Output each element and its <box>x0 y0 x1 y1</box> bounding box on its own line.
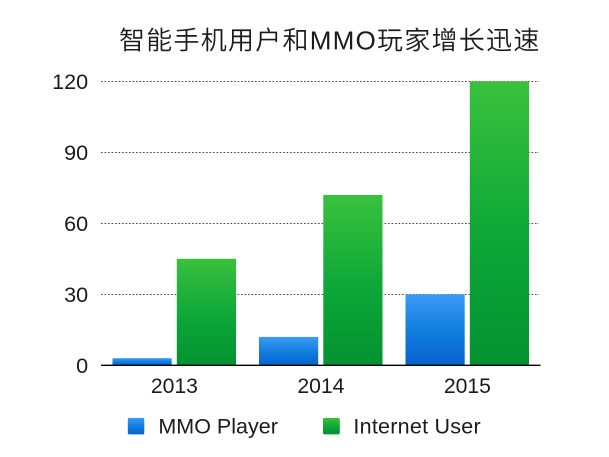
svg-text:60: 60 <box>64 211 88 236</box>
svg-text:0: 0 <box>76 353 88 378</box>
svg-text:30: 30 <box>64 282 88 307</box>
svg-text:2013: 2013 <box>151 375 198 398</box>
svg-text:2015: 2015 <box>444 375 491 398</box>
svg-text:120: 120 <box>52 69 88 94</box>
svg-text:2014: 2014 <box>297 375 344 398</box>
svg-text:Internet User: Internet User <box>353 415 481 439</box>
svg-text:90: 90 <box>64 140 88 165</box>
svg-text:MMO Player: MMO Player <box>158 415 277 439</box>
